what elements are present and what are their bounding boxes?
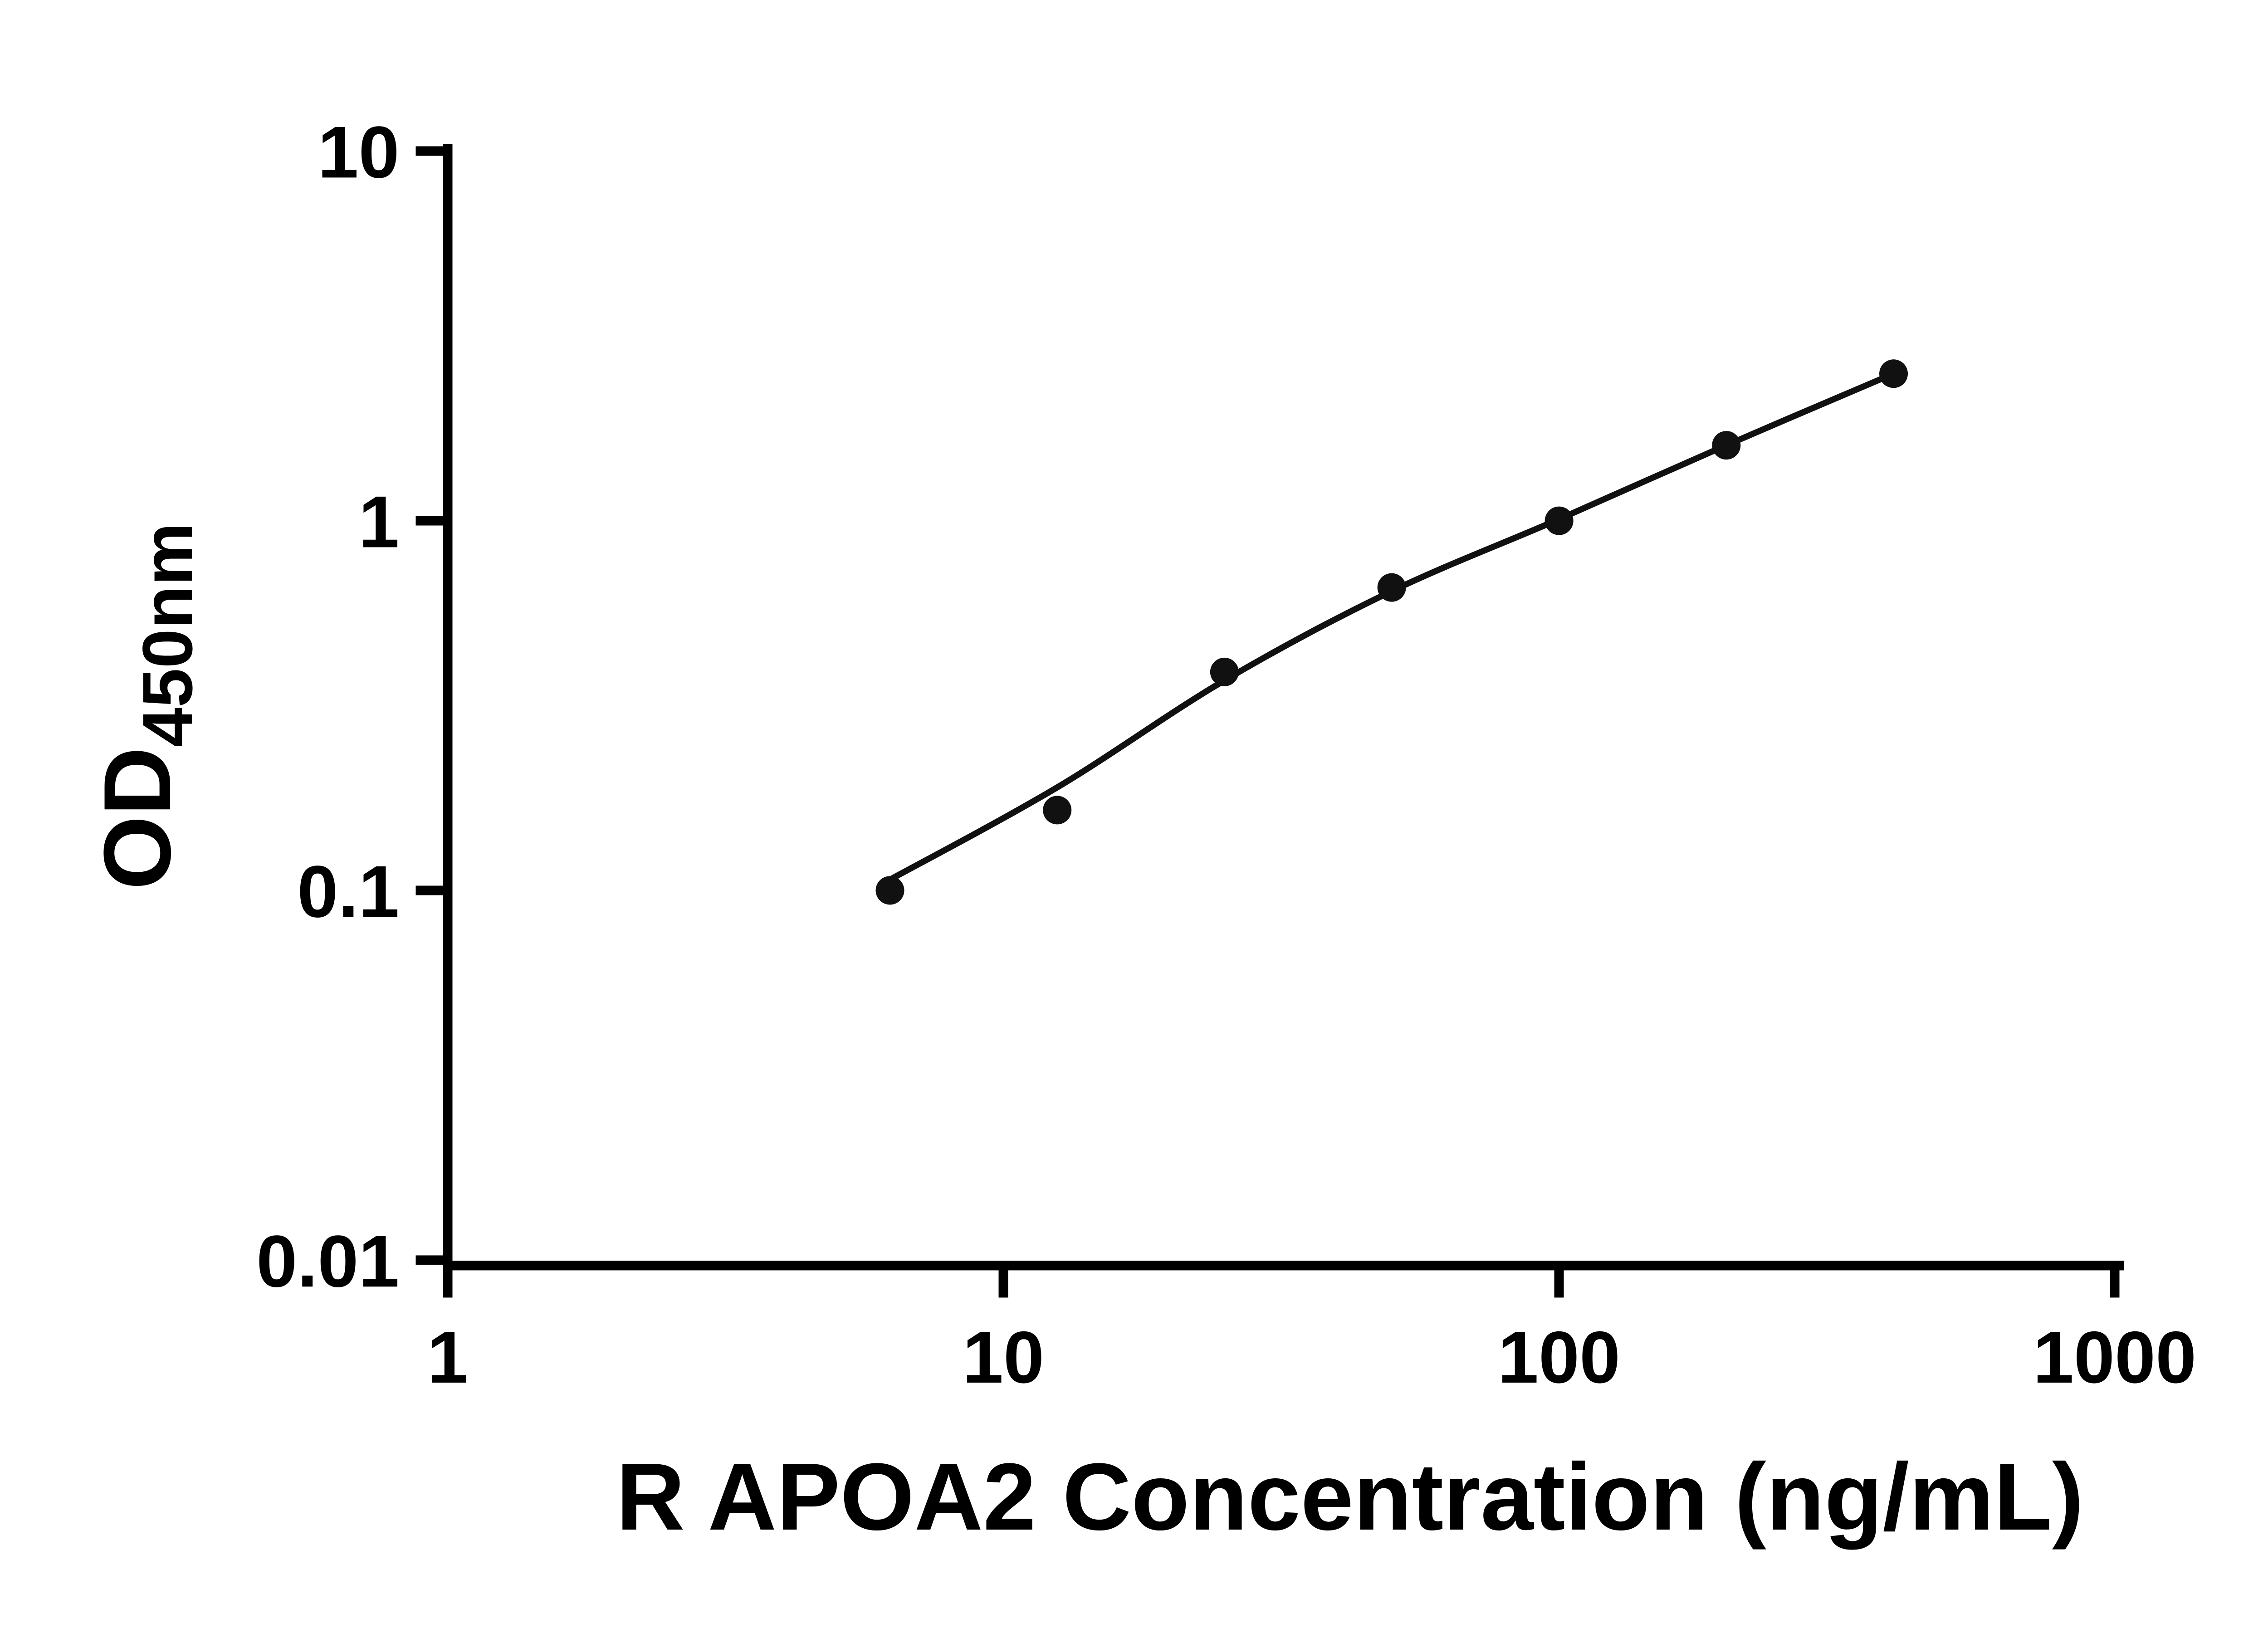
- y-tick-label: 1: [358, 481, 399, 563]
- x-tick-label: 10: [963, 1316, 1044, 1398]
- data-point: [1043, 796, 1072, 825]
- data-point: [1210, 657, 1239, 686]
- x-tick-label: 100: [1498, 1316, 1620, 1398]
- y-tick-label: 0.01: [256, 1220, 399, 1302]
- x-tick-label: 1000: [2033, 1316, 2196, 1398]
- data-point: [875, 876, 904, 905]
- data-point: [1545, 506, 1574, 535]
- y-tick-label: 10: [318, 111, 399, 193]
- x-tick-label: 1: [427, 1316, 468, 1398]
- data-point: [1712, 431, 1741, 460]
- data-point: [1879, 359, 1908, 388]
- y-tick-label: 0.1: [297, 851, 399, 933]
- x-axis-title: R APOA2 Concentration (ng/mL): [616, 1443, 2084, 1550]
- y-axis-title: OD450nm: [84, 523, 207, 890]
- data-point: [1377, 573, 1406, 602]
